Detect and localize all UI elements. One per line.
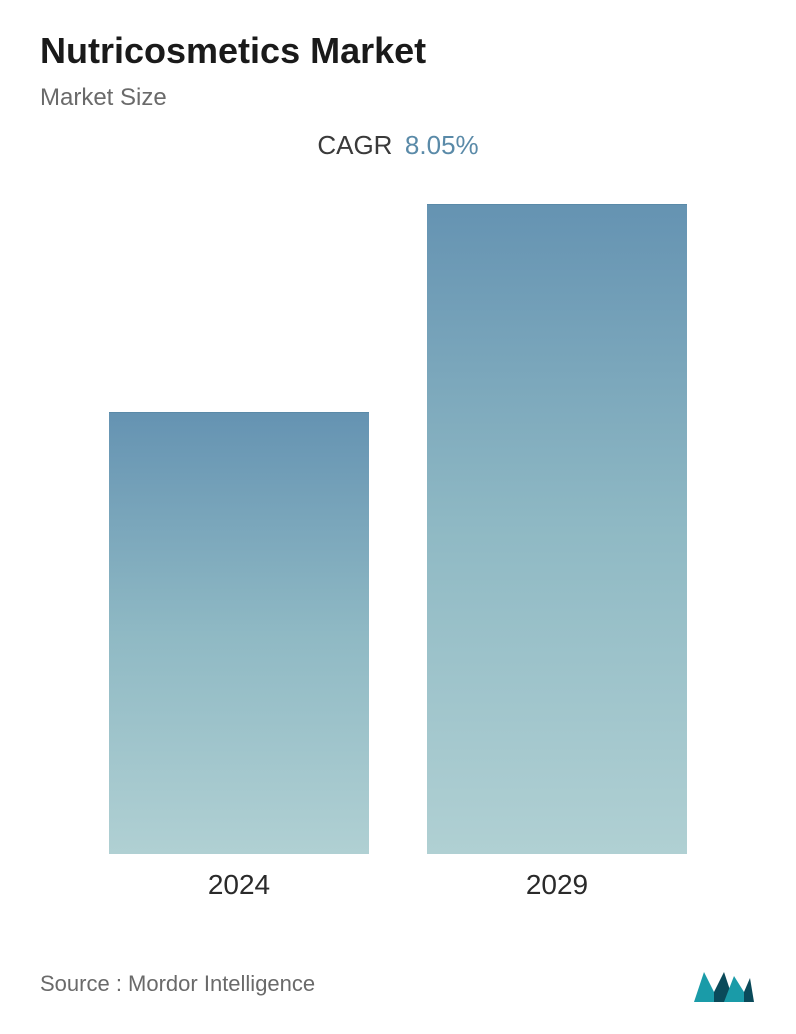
chart-title: Nutricosmetics Market <box>40 30 756 72</box>
mordor-logo-icon <box>692 964 756 1004</box>
bar-1 <box>427 204 687 854</box>
cagr-label: CAGR <box>317 130 392 160</box>
bar-0 <box>109 412 369 854</box>
bar-label-0: 2024 <box>208 869 270 901</box>
bar-group-0: 2024 <box>109 201 369 901</box>
chart-subtitle: Market Size <box>40 84 756 112</box>
cagr-row: CAGR 8.05% <box>40 130 756 161</box>
footer: Source : Mordor Intelligence <box>40 964 756 1004</box>
chart-area: 2024 2029 <box>40 201 756 901</box>
cagr-value: 8.05% <box>405 130 479 160</box>
bar-label-1: 2029 <box>526 869 588 901</box>
bar-group-1: 2029 <box>427 201 687 901</box>
source-label: Source : Mordor Intelligence <box>40 971 315 997</box>
